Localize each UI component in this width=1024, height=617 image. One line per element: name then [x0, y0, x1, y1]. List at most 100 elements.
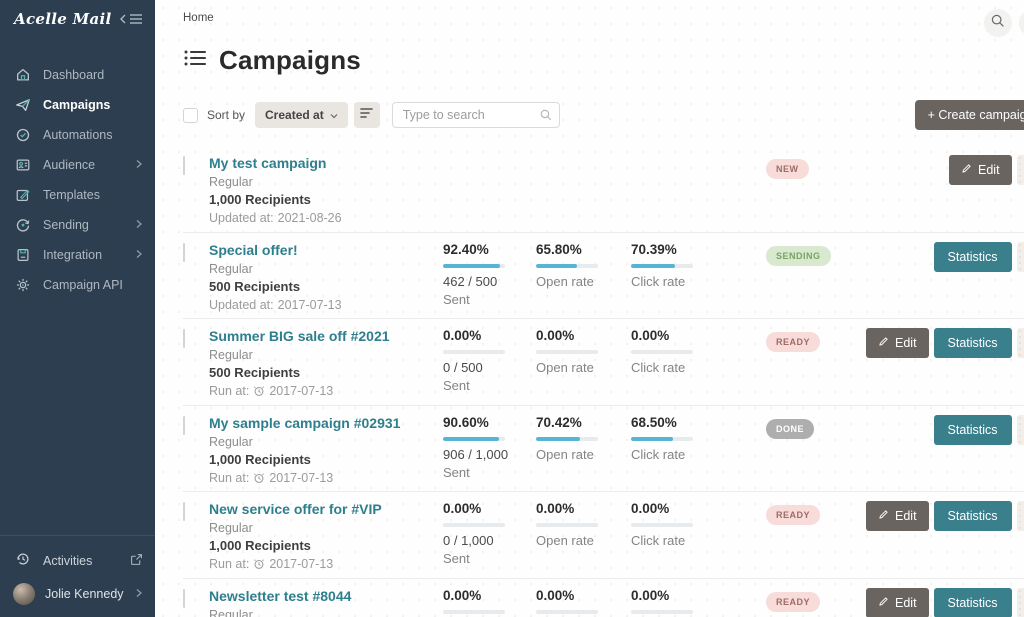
- row-checkbox[interactable]: [183, 415, 185, 435]
- stat-open: 70.42% Open rate: [536, 415, 631, 492]
- sidebar-item-dashboard[interactable]: Dashboard: [0, 60, 155, 90]
- row-more-button[interactable]: [1016, 587, 1024, 617]
- sent-label: Sent: [443, 291, 470, 307]
- campaign-date-value: 2021-08-26: [277, 211, 342, 225]
- row-more-button[interactable]: [1016, 501, 1024, 531]
- sidebar-item-label: Dashboard: [43, 68, 105, 82]
- sidebar-item-integration[interactable]: Integration: [0, 240, 155, 270]
- stat-open: 0.00% Open rate: [536, 588, 631, 617]
- row-more-button[interactable]: [1016, 241, 1024, 272]
- sidebar-item-label: Sending: [43, 218, 89, 232]
- open-percent: 65.80%: [536, 241, 582, 257]
- statistics-button[interactable]: Statistics: [933, 587, 1012, 617]
- statistics-button-label: Statistics: [947, 422, 998, 437]
- breadcrumb[interactable]: Home: [183, 12, 214, 24]
- sent-fraction: 462 / 500: [443, 273, 498, 289]
- search-button[interactable]: [983, 9, 1012, 37]
- external-link-icon[interactable]: [130, 553, 143, 569]
- open-progress-bar: [536, 350, 598, 354]
- row-checkbox[interactable]: [183, 242, 185, 262]
- sidebar-item-label: Campaign API: [43, 278, 123, 292]
- stat-sent: 92.40% 462 / 500 Sent: [443, 242, 536, 319]
- statistics-button-label: Statistics: [947, 336, 998, 350]
- click-percent: 0.00%: [631, 587, 670, 603]
- audience-icon: [15, 157, 31, 173]
- stat-open: 65.80% Open rate: [536, 242, 631, 319]
- search-input[interactable]: [391, 102, 560, 128]
- sort-order-button[interactable]: [353, 102, 380, 128]
- campaign-title-link[interactable]: New service offer for #VIP: [209, 501, 382, 517]
- row-checkbox[interactable]: [183, 156, 185, 175]
- list-icon: [183, 47, 207, 74]
- campaign-title-link[interactable]: Summer BIG sale off #2021: [209, 328, 390, 344]
- template-icon: [15, 187, 31, 203]
- sent-progress-bar: [443, 350, 505, 354]
- campaign-title-link[interactable]: My test campaign: [209, 155, 327, 171]
- sidebar-item-campaign-api[interactable]: Campaign API: [0, 270, 155, 300]
- sidebar-item-campaigns[interactable]: Campaigns: [0, 90, 155, 120]
- open-label: Open rate: [536, 446, 594, 462]
- sidebar-item-automations[interactable]: Automations: [0, 120, 155, 150]
- row-checkbox[interactable]: [183, 588, 185, 608]
- sidebar-item-templates[interactable]: Templates: [0, 180, 155, 210]
- pencil-icon: [878, 336, 889, 350]
- edit-button[interactable]: Edit: [866, 328, 929, 358]
- stat-click: 70.39% Click rate: [631, 242, 766, 319]
- sidebar-item-sending[interactable]: Sending: [0, 210, 155, 240]
- row-more-button[interactable]: [1016, 328, 1024, 358]
- statistics-button[interactable]: Statistics: [933, 241, 1012, 272]
- campaign-recipients: 1,000 Recipients: [209, 538, 311, 553]
- campaign-date-value: 2017-07-13: [269, 470, 334, 485]
- edit-button-label: Edit: [978, 163, 1000, 177]
- chevron-right-icon: [135, 587, 143, 601]
- row-checkbox[interactable]: [183, 329, 185, 348]
- sidebar-item-audience[interactable]: Audience: [0, 150, 155, 180]
- sent-percent: 90.60%: [443, 414, 489, 430]
- status-badge: SENDING: [766, 245, 831, 266]
- chevron-down-icon: [330, 108, 338, 122]
- row-checkbox[interactable]: [183, 502, 185, 521]
- campaign-title-link[interactable]: Newsletter test #8044: [209, 587, 352, 604]
- create-campaign-button[interactable]: + Create campaign: [914, 100, 1024, 130]
- sent-percent: 0.00%: [443, 328, 482, 343]
- sidebar-item-label: Campaigns: [43, 98, 111, 112]
- edit-button[interactable]: Edit: [866, 587, 929, 617]
- row-more-button[interactable]: [1016, 155, 1024, 185]
- stat-click: 68.50% Click rate: [631, 415, 766, 492]
- sent-bar-fill: [443, 263, 501, 268]
- edit-button-label: Edit: [895, 509, 917, 523]
- statistics-button[interactable]: Statistics: [933, 328, 1012, 358]
- sent-fraction: 906 / 1,000: [443, 446, 509, 462]
- open-label: Open rate: [536, 533, 594, 548]
- row-more-button[interactable]: [1016, 414, 1024, 445]
- edit-button[interactable]: Edit: [949, 155, 1012, 185]
- sent-progress-bar: [443, 436, 505, 441]
- select-all-checkbox[interactable]: [183, 107, 198, 123]
- open-label: Open rate: [536, 360, 594, 375]
- sidebar-item-label: Automations: [43, 128, 113, 142]
- sidebar-item-label: Audience: [43, 158, 96, 172]
- open-percent: 0.00%: [536, 328, 575, 343]
- sidebar-collapse-icon[interactable]: [119, 13, 143, 25]
- campaign-date-label: Updated at:: [209, 297, 274, 312]
- dark-mode-button[interactable]: A: [1018, 9, 1024, 37]
- sort-field-value: Created at: [265, 108, 324, 122]
- edit-button[interactable]: Edit: [866, 501, 929, 531]
- click-label: Click rate: [631, 446, 686, 462]
- sent-fraction: 0 / 500: [443, 360, 483, 375]
- click-percent: 70.39%: [631, 241, 677, 257]
- statistics-button-label: Statistics: [947, 249, 998, 264]
- sidebar-item-activities[interactable]: Activities: [0, 544, 155, 577]
- campaign-row: Special offer! Regular 500 Recipients Up…: [183, 233, 1024, 319]
- statistics-button[interactable]: Statistics: [933, 501, 1012, 531]
- campaign-title-link[interactable]: Special offer!: [209, 241, 298, 258]
- user-menu[interactable]: Jolie Kennedy: [0, 577, 155, 611]
- campaign-date-label: Run at:: [209, 384, 250, 398]
- campaign-type: Regular: [209, 348, 253, 362]
- sort-field-dropdown[interactable]: Created at: [255, 102, 348, 128]
- campaign-list: My test campaign Regular 1,000 Recipient…: [183, 146, 1024, 617]
- statistics-button[interactable]: Statistics: [933, 414, 1012, 445]
- sending-icon: [15, 217, 31, 233]
- stat-click: 0.00% Click rate: [631, 328, 766, 405]
- campaign-title-link[interactable]: My sample campaign #02931: [209, 414, 401, 431]
